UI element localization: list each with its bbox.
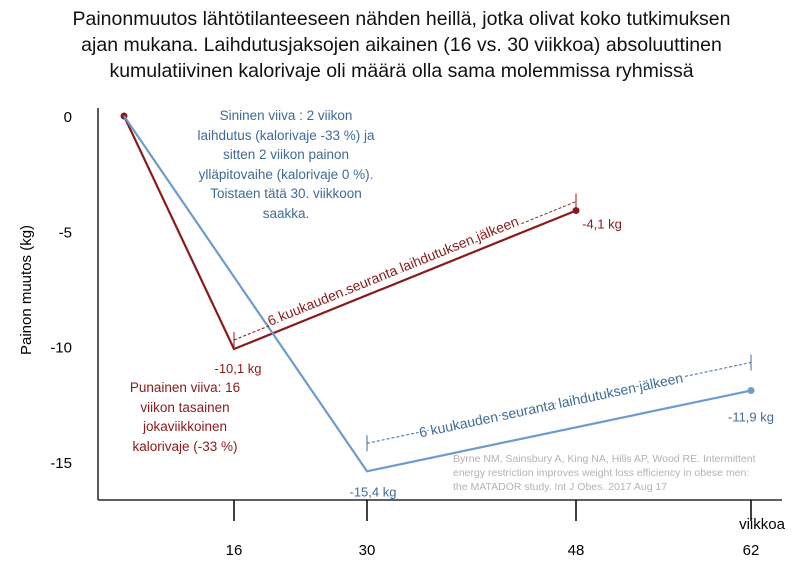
y-tick-label: -15 xyxy=(50,455,72,472)
y-tick-label: -10 xyxy=(50,340,72,357)
y-tick-label: 0 xyxy=(64,109,72,126)
y-tick-label: -5 xyxy=(59,224,72,241)
blue-note-line: Toistaen tätä 30. viikkoon xyxy=(210,186,362,201)
data-point xyxy=(747,387,755,395)
x-tick-label: 62 xyxy=(743,542,760,559)
annotation-dashed-line xyxy=(233,201,577,341)
blue-note-line: saakka. xyxy=(262,205,310,221)
x-tick-label: 48 xyxy=(568,542,585,559)
x-tick-label: 30 xyxy=(359,542,376,559)
annotation-dashed-line xyxy=(366,362,752,444)
data-label: -4,1 kg xyxy=(582,217,622,232)
citation: Byrne NM, Sainsbury A, King NA, Hills AP… xyxy=(453,452,783,494)
citation-line: Byrne NM, Sainsbury A, King NA, Hills AP… xyxy=(453,453,756,465)
y-axis-title: Painon muutos (kg) xyxy=(18,225,35,355)
annotation-label: 6 kuukauden seuranta laihdutuksen jälkee… xyxy=(418,369,685,440)
blue-note-line: ylläpitovaihe (kalorivaje 0 %). xyxy=(198,166,374,182)
blue-note-line: Sininen viiva : 2 viikon xyxy=(219,108,353,123)
red-note-line: Punainen viiva: 16 xyxy=(129,380,241,395)
x-axis-title: viikkoa xyxy=(739,516,786,533)
citation-line: the MATADOR study. Int J Obes. 2017 Aug … xyxy=(453,481,668,493)
chart-title-line: Painonmuutos lähtötilanteeseen nähden he… xyxy=(72,8,731,30)
data-label: -10,1 kg xyxy=(215,361,262,376)
data-point xyxy=(572,207,580,215)
red-note-line: jokaviikkoinen xyxy=(142,419,228,434)
x-tick-label: 16 xyxy=(226,542,243,559)
red-note-line: kalorivaje (-33 %) xyxy=(132,438,238,454)
citation-line: energy restriction improves weight loss … xyxy=(453,467,750,479)
data-label: -15,4 kg xyxy=(350,484,397,499)
blue-line-note: Sininen viiva : 2 viikon laihdutus (kalo… xyxy=(168,106,404,223)
data-label: -11,9 kg xyxy=(728,410,774,425)
red-line-note: Punainen viiva: 16 viikon tasainen jokav… xyxy=(106,378,264,456)
blue-note-line: laihdutus (kalorivaje -33 %) ja xyxy=(197,127,375,143)
blue-note-line: sitten 2 viikon painon xyxy=(222,147,350,162)
chart-title: Painonmuutos lähtötilanteeseen nähden he… xyxy=(20,6,783,84)
red-note-line: viikon tasainen xyxy=(140,399,230,415)
chart-title-line: kumulatiivinen kalorivaje oli määrä olla… xyxy=(109,60,694,82)
annotation-label: 6 kuukauden seuranta laihdutuksen jälkee… xyxy=(265,213,521,329)
chart-title-line: ajan mukana. Laihdutusjaksojen aikainen … xyxy=(81,34,722,56)
